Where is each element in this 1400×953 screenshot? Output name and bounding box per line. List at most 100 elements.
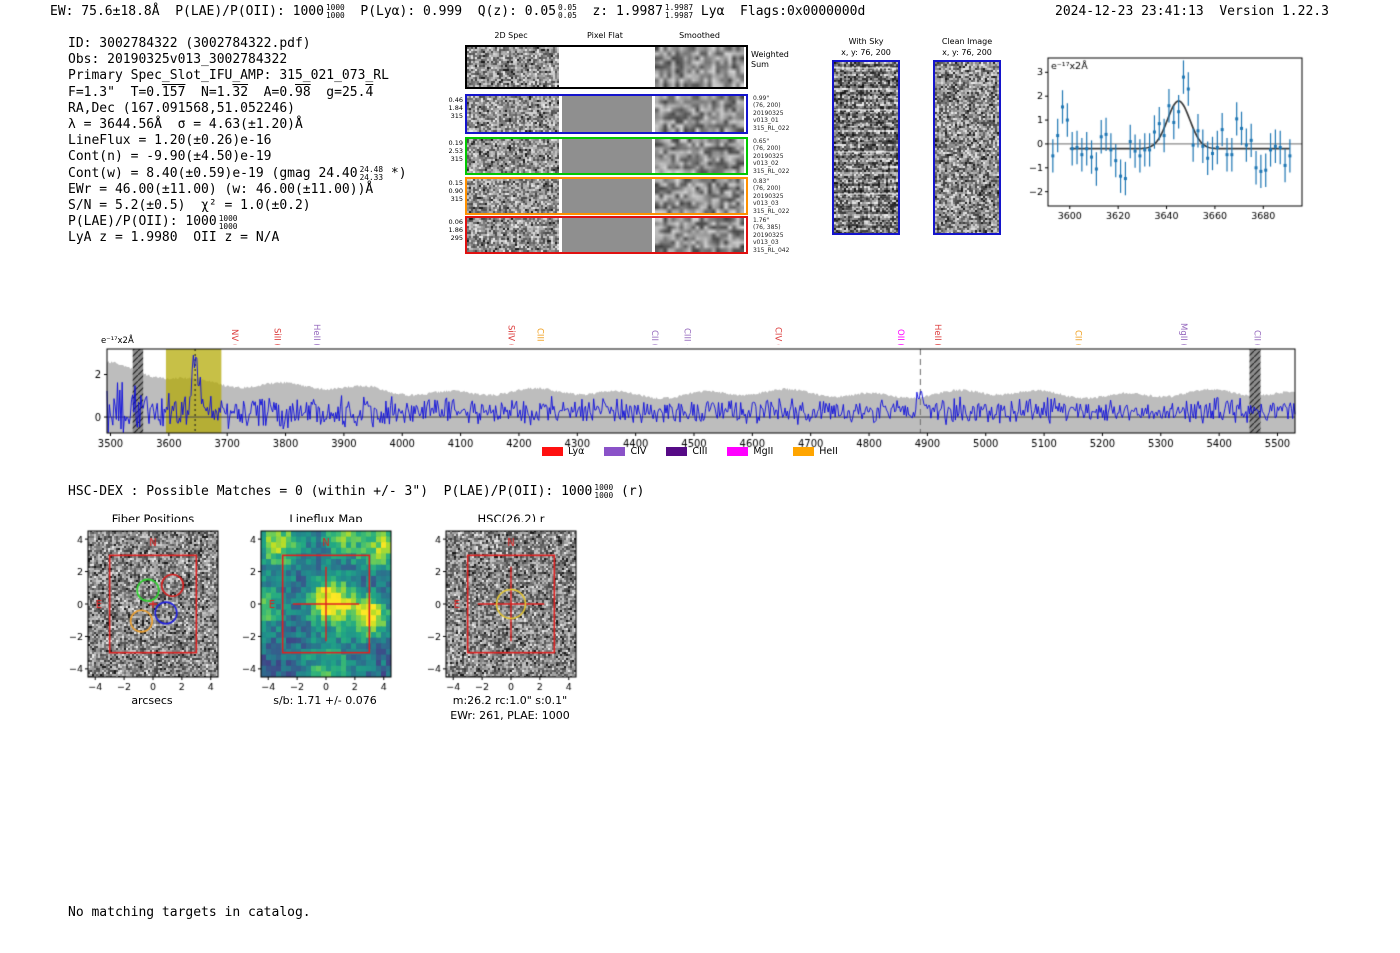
strip-pixelflat-image [562,218,652,252]
emission-line-label-mgii: MgII ( [1178,323,1189,347]
hsc-line-text: HSC-DEX : Possible Matches = 0 (within +… [68,484,593,499]
strip-right-label: 0.83" [753,178,770,185]
strip-2dspec-image [467,139,559,173]
cutout-strip-row-3 [465,177,748,215]
info-line-3-text: 157 [161,84,186,100]
info-line-8: Cont(w) = 8.40(±0.59)e-19 (gmag 24.40 24.… [68,166,407,182]
lineflux-map-image [235,522,415,698]
emission-line-label-heii: HeII ( [931,324,942,347]
clean-coords: x, y: 76, 200 [942,48,992,57]
strip-left-labels: 0.15 0.90 315 [441,179,463,203]
info-line-3-text: 98 [295,84,311,100]
footer-line-1: No matching targets in catalog. [68,905,311,920]
strip-right-label: v013_01 [753,117,779,125]
strip-smoothed-image [655,218,744,252]
strip-pixelflat-image [562,139,652,173]
header-fraction: 0.05 0.05 [558,4,577,20]
header-fraction: 1000 1000 [326,4,345,20]
legend-swatch [604,447,626,456]
strip-left-labels: 0.46 1.84 315 [441,96,463,120]
legend-item-heii: HeII [793,446,838,457]
emission-line-markers: NV (SiII (HeII (SiIV (CIII (CII (CIII (C… [60,291,1320,347]
hsc-line-fraction-top: 1000 [594,483,614,493]
hsc-cutout-caption-1: m:26.2 rc:1.0" s:0.1" [452,694,568,707]
emission-line-label-cii: CII ( [1251,330,1262,347]
strip-left-label: 0.46 [448,96,463,104]
info-line-3-text: A=0. [248,84,295,100]
strip-gap [559,179,562,213]
emission-line-label-cii: CII ( [1072,330,1083,347]
strip-right-label: 315_RL_022 [753,207,790,215]
legend-swatch [666,447,688,456]
strip-right-label: v013_02 [753,160,779,168]
info-line-7-text: Cont(n) = -9.90(±4.50)e-19 [68,149,272,165]
strip-gap [652,47,655,87]
emission-line-label-siiv: SiIV ( [505,324,516,347]
cutout-strip-row-2 [465,137,748,175]
strip-smoothed-image [655,179,744,213]
header-fraction-top: 0.05 [558,3,577,13]
info-line-8-fraction: 24.48 24.33 [360,166,383,182]
legend-item-civ: CIV [604,446,646,457]
info-line-5-text: λ = 3644.56Å σ = 4.63(±1.20)Å [68,117,303,133]
info-line-0: ID: 3002784322 (3002784322.pdf) [68,36,407,52]
strip-smoothed-image [655,47,744,87]
strip-left-label: 0.19 [448,139,463,147]
header-text: EW: 75.6±18.8Å P(LAE)/P(OII): 1000 [50,4,324,19]
strip-gap [652,218,655,252]
withsky-image [834,62,898,233]
strip-gap [559,139,562,173]
info-line-4-text: RA,Dec (167.091568,51.052246) [68,100,295,116]
strip-2dspec-image [467,47,559,87]
strip-right-label: 20190325 [753,192,784,200]
full-spectrum-chart [60,345,1320,463]
strip-pixelflat-image [562,179,652,213]
strip-gap [652,179,655,213]
strip-left-label: 1.86 [448,226,463,234]
strip-right-label: 0.99" [753,95,770,102]
info-line-3: F=1.3" T=0.157 N=1.32 A=0.98 g=25.4 [68,85,407,101]
strip-pixelflat-image [562,47,652,87]
strip-right-label: (76, 200) [753,185,781,193]
strip-right-label: 20190325 [753,231,784,239]
legend-swatch [727,447,749,456]
strip-gap [652,139,655,173]
strip-right-label: (76, 200) [753,102,781,110]
strip-left-label: 1.84 [448,104,463,112]
info-line-12-text: LyA z = 1.9980 OII z = N/A [68,230,280,246]
withsky-coords: x, y: 76, 200 [841,48,891,57]
clean-title-line: Clean Image [941,37,993,46]
strip-pixelflat-image [562,96,652,132]
info-line-3-text: F=1.3" T=0. [68,84,162,100]
info-line-3-text: 4 [365,84,374,100]
info-line-3-text: g=25. [310,84,366,100]
info-line-0-text: ID: 3002784322 (3002784322.pdf) [68,36,311,51]
weighted-sum-label: Weighted Sum [751,50,789,69]
footer-notes: No matching targets in catalog. Row inte… [68,874,311,953]
strip-gap [559,47,562,87]
cutout-strip-row-0 [465,45,748,89]
strip-right-labels: 0.65" (76, 200) 20190325 v013_02 315_RL_022 [753,138,789,175]
legend-label: Lyα [568,446,585,457]
strip-2dspec-image [467,179,559,213]
strip-gap [652,96,655,132]
info-line-1-text: Obs: 20190325v013_3002784322 [68,52,288,68]
clean-image-frame [933,60,1001,235]
strip-2dspec-image [467,96,559,132]
info-line-7: Cont(n) = -9.90(±4.50)e-19 [68,149,407,165]
info-line-8-fraction-bottom: 24.33 [359,172,384,182]
info-line-3-text: 32 [232,84,249,100]
strip-right-label: 20190325 [753,109,784,117]
strip-2dspec-image [467,218,559,252]
legend-label: HeII [819,446,838,457]
withsky-title-line: With Sky [848,37,884,46]
strip-gap [559,96,562,132]
legend-swatch [542,447,564,456]
legend-label: CIII [692,446,708,457]
strip-right-label: 315_RL_042 [753,246,790,254]
clean-title: Clean Image x, y: 76, 200 [921,36,1013,58]
info-line-10: S/N = 5.2(±0.5) χ² = 1.0(±0.2) [68,198,407,214]
hsc-line-fraction: 1000 1000 [594,484,613,500]
cutout-strip-row-4 [465,216,748,254]
